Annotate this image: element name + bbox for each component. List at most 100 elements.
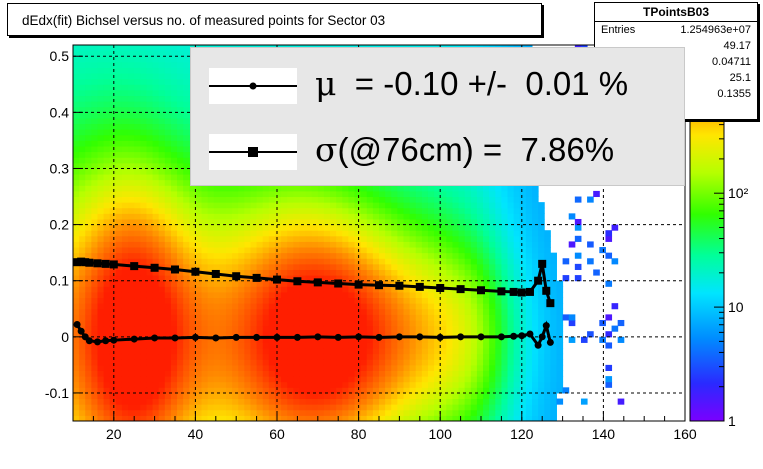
heat-cell	[91, 197, 98, 203]
heat-cell	[177, 185, 184, 191]
heat-cell	[134, 241, 141, 247]
heat-cell	[514, 404, 521, 410]
heat-cell	[165, 342, 172, 348]
heat-cell	[520, 314, 527, 320]
heat-cell	[465, 370, 472, 376]
heat-cell	[91, 191, 98, 197]
heat-cell	[367, 298, 374, 304]
heat-cell	[146, 208, 153, 214]
heat-cell	[177, 320, 184, 326]
heat-cell	[97, 292, 104, 298]
heat-cell	[483, 365, 490, 371]
heat-cell	[232, 309, 239, 315]
heat-cell	[257, 370, 264, 376]
heat-cell	[195, 253, 202, 259]
heat-cell	[465, 359, 472, 365]
heat-cell	[428, 208, 435, 214]
heat-cell	[159, 180, 166, 186]
heat-cell	[116, 359, 123, 365]
heat-cell	[391, 258, 398, 264]
heat-cell	[208, 342, 215, 348]
heat-cell	[336, 191, 343, 197]
heat-cell	[110, 45, 117, 51]
heat-cell	[146, 314, 153, 320]
heat-cell	[122, 152, 129, 158]
heat-cell	[257, 393, 264, 399]
heat-cell	[348, 354, 355, 360]
heat-cell	[318, 236, 325, 242]
heat-cell	[465, 185, 472, 191]
heat-cell	[208, 393, 215, 399]
heat-cell	[183, 225, 190, 231]
heat-cell	[422, 359, 429, 365]
heat-cell	[153, 45, 160, 51]
heat-cell	[183, 129, 190, 135]
heat-cell	[122, 202, 129, 208]
heat-cell	[116, 185, 123, 191]
heat-cell	[146, 241, 153, 247]
heat-cell	[183, 67, 190, 73]
heat-cell	[159, 382, 166, 388]
heat-cell	[97, 320, 104, 326]
heat-cell	[508, 365, 515, 371]
heat-cell	[361, 247, 368, 253]
heat-cell	[422, 326, 429, 332]
heat-cell	[232, 191, 239, 197]
heat-cell	[134, 135, 141, 141]
heat-cell	[177, 404, 184, 410]
heat-cell	[153, 286, 160, 292]
heat-cell	[342, 258, 349, 264]
heat-cell	[312, 309, 319, 315]
heat-cell	[171, 79, 178, 85]
heat-cell	[122, 90, 129, 96]
heat-cell	[452, 191, 459, 197]
heat-cell	[183, 393, 190, 399]
heat-cell	[257, 208, 264, 214]
heat-cell	[250, 185, 257, 191]
heat-cell	[177, 90, 184, 96]
heat-cell	[391, 342, 398, 348]
heat-cell	[159, 303, 166, 309]
heat-cell	[281, 399, 288, 405]
heat-cell	[293, 326, 300, 332]
heat-cell	[342, 191, 349, 197]
heat-cell	[238, 225, 245, 231]
heat-cell	[306, 342, 313, 348]
heat-cell	[312, 365, 319, 371]
heat-cell	[379, 185, 386, 191]
heat-cell	[330, 236, 337, 242]
heat-cell	[330, 365, 337, 371]
heat-cell	[97, 174, 104, 180]
heat-cell	[526, 410, 533, 416]
heat-cell	[483, 247, 490, 253]
heat-cell	[110, 320, 117, 326]
heat-cell	[385, 365, 392, 371]
heat-cell	[220, 365, 227, 371]
heat-cell	[452, 258, 459, 264]
heat-cell	[134, 376, 141, 382]
heat-cell	[495, 348, 502, 354]
heat-cell	[287, 320, 294, 326]
heat-cell	[281, 370, 288, 376]
heat-cell	[171, 202, 178, 208]
heat-cell	[483, 208, 490, 214]
heat-cell	[122, 359, 129, 365]
heat-cell	[220, 342, 227, 348]
heat-cell	[355, 208, 362, 214]
heat-cell	[385, 303, 392, 309]
heat-cell	[122, 258, 129, 264]
heat-cell	[471, 241, 478, 247]
heat-cell	[122, 180, 129, 186]
heat-cell	[501, 326, 508, 332]
heat-cell	[153, 230, 160, 236]
heat-cell	[440, 258, 447, 264]
heat-cell	[416, 393, 423, 399]
heat-cell	[495, 320, 502, 326]
heat-cell	[477, 410, 484, 416]
heat-cell	[91, 56, 98, 62]
heat-cell	[483, 241, 490, 247]
heat-cell	[324, 286, 331, 292]
heat-cell	[281, 404, 288, 410]
heat-cell	[171, 112, 178, 118]
heat-cell	[483, 202, 490, 208]
